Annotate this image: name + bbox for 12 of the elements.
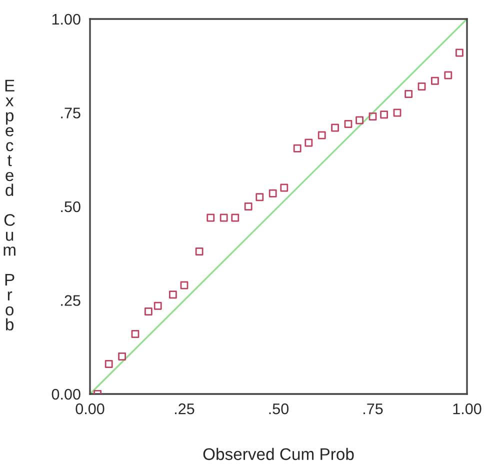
y-tick-label: .25 <box>61 295 80 306</box>
y-tick-label: .50 <box>61 201 80 212</box>
text: Expected Cum Prob <box>4 80 16 330</box>
x-tick-label: 0.00 <box>76 403 104 414</box>
x-tick-label: .50 <box>269 403 289 414</box>
y-tick-label: 1.00 <box>52 14 80 25</box>
y-tick-label: .75 <box>61 108 80 118</box>
x-tick-label: .25 <box>175 403 194 414</box>
x-tick-label: .75 <box>364 404 383 414</box>
x-tick-label: 1.00 <box>453 403 482 414</box>
x-axis-title: Observed Cum Prob <box>203 448 354 460</box>
y-tick-label: 0.00 <box>52 388 80 400</box>
